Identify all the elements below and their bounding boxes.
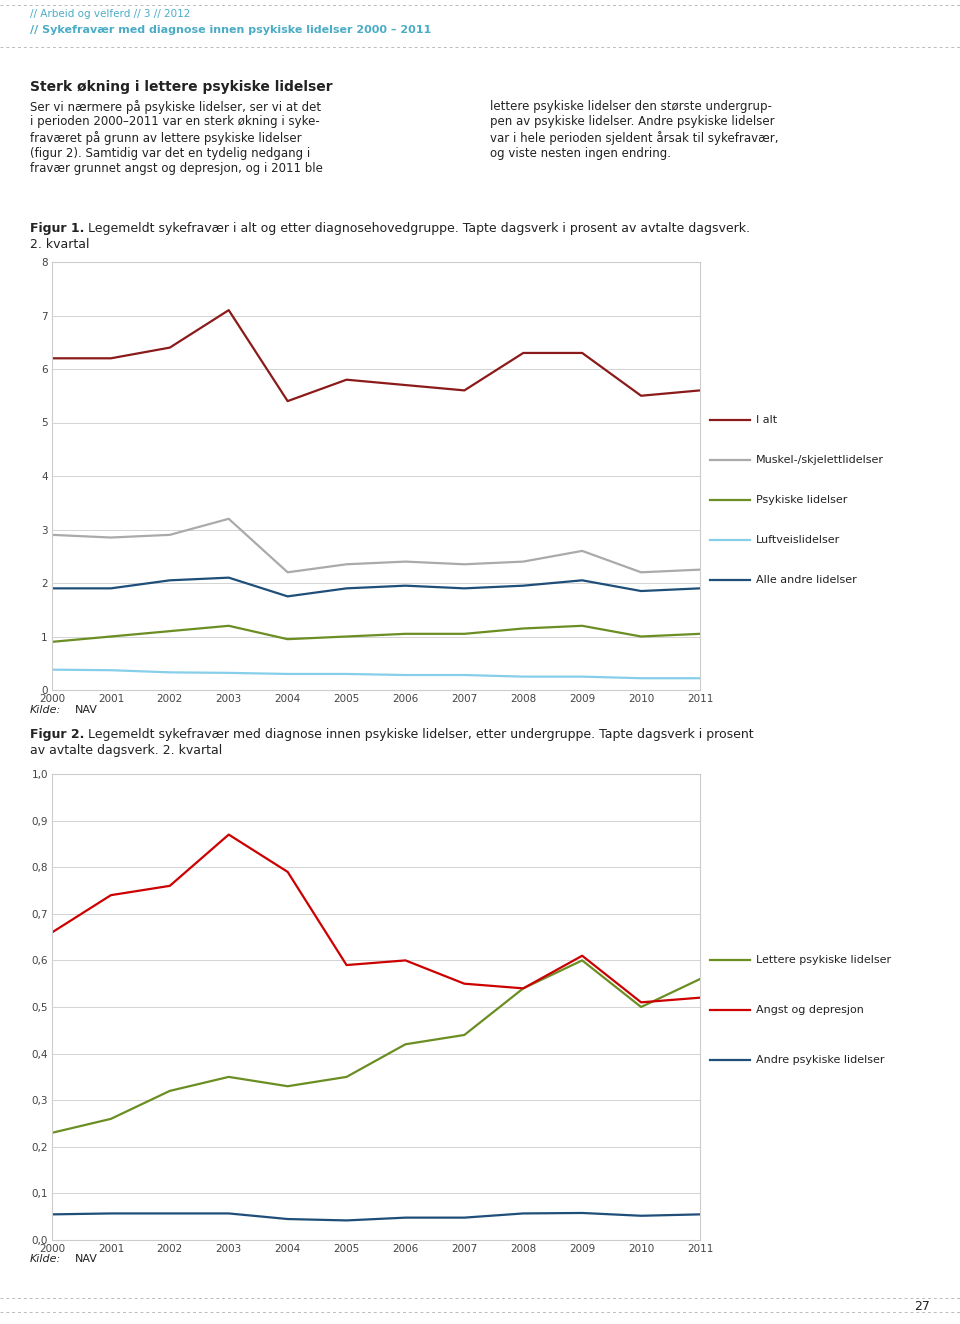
Text: Figur 2.: Figur 2. <box>30 728 84 741</box>
Text: pen av psykiske lidelser. Andre psykiske lidelser: pen av psykiske lidelser. Andre psykiske… <box>490 115 775 128</box>
Text: Figur 1.: Figur 1. <box>30 222 84 234</box>
Text: // Arbeid og velferd // 3 // 2012: // Arbeid og velferd // 3 // 2012 <box>30 9 190 19</box>
Text: Andre psykiske lidelser: Andre psykiske lidelser <box>756 1055 884 1064</box>
Text: fravær grunnet angst og depresjon, og i 2011 ble: fravær grunnet angst og depresjon, og i … <box>30 162 323 175</box>
Text: Ser vi nærmere på psykiske lidelser, ser vi at det: Ser vi nærmere på psykiske lidelser, ser… <box>30 101 322 114</box>
Text: 27: 27 <box>914 1300 930 1313</box>
Text: Kilde:: Kilde: <box>30 704 61 715</box>
Text: i perioden 2000–2011 var en sterk økning i syke-: i perioden 2000–2011 var en sterk økning… <box>30 115 320 128</box>
Text: Kilde:: Kilde: <box>30 1254 61 1264</box>
Text: I alt: I alt <box>756 414 778 425</box>
Text: Muskel-/skjelettlidelser: Muskel-/skjelettlidelser <box>756 455 884 465</box>
Text: Sterk økning i lettere psykiske lidelser: Sterk økning i lettere psykiske lidelser <box>30 79 332 94</box>
Text: Alle andre lidelser: Alle andre lidelser <box>756 575 856 585</box>
Text: Legemeldt sykefravær i alt og etter diagnosehovedgruppe. Tapte dagsverk i prosen: Legemeldt sykefravær i alt og etter diag… <box>88 222 750 234</box>
Text: NAV: NAV <box>75 1254 98 1264</box>
Text: fraværet på grunn av lettere psykiske lidelser: fraværet på grunn av lettere psykiske li… <box>30 131 301 144</box>
Text: og viste nesten ingen endring.: og viste nesten ingen endring. <box>490 147 671 159</box>
Text: var i hele perioden sjeldent årsak til sykefravær,: var i hele perioden sjeldent årsak til s… <box>490 131 779 144</box>
Text: Legemeldt sykefravær med diagnose innen psykiske lidelser, etter undergruppe. Ta: Legemeldt sykefravær med diagnose innen … <box>88 728 754 741</box>
Text: 2. kvartal: 2. kvartal <box>30 238 89 252</box>
Text: lettere psykiske lidelser den største undergrup-: lettere psykiske lidelser den største un… <box>490 101 772 113</box>
Text: Psykiske lidelser: Psykiske lidelser <box>756 495 848 504</box>
Text: av avtalte dagsverk. 2. kvartal: av avtalte dagsverk. 2. kvartal <box>30 744 223 757</box>
Text: Lettere psykiske lidelser: Lettere psykiske lidelser <box>756 955 891 965</box>
Text: Luftveislidelser: Luftveislidelser <box>756 535 840 545</box>
Text: NAV: NAV <box>75 704 98 715</box>
Text: // Sykefravær med diagnose innen psykiske lidelser 2000 – 2011: // Sykefravær med diagnose innen psykisk… <box>30 25 431 34</box>
Text: Angst og depresjon: Angst og depresjon <box>756 1005 864 1016</box>
Text: (figur 2). Samtidig var det en tydelig nedgang i: (figur 2). Samtidig var det en tydelig n… <box>30 147 310 159</box>
